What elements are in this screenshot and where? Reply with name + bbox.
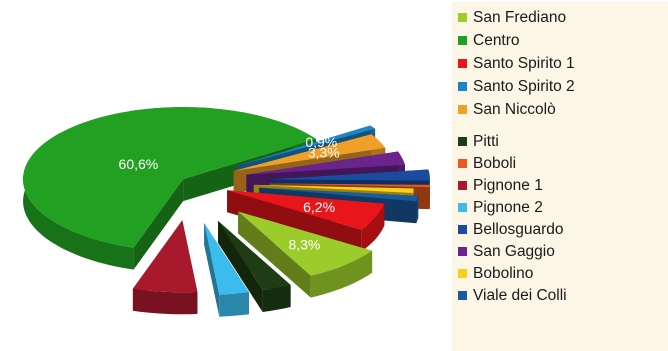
- pie-chart: 60,6% 0,9%3,3% 6,2% 8,3%: [23, 107, 430, 317]
- legend-item-santo-spirito-2: Santo Spirito 2: [458, 79, 575, 95]
- legend-label: Pignone 2: [473, 199, 543, 216]
- pie-slice-top-bobolino: [253, 184, 414, 193]
- legend-swatch: [458, 159, 467, 169]
- pie-slice-pignone-2: [204, 223, 249, 317]
- legend-swatch: [458, 269, 467, 279]
- legend-item-san-gaggio: San Gaggio: [458, 244, 555, 260]
- legend-label: Bobolino: [473, 265, 534, 282]
- pie-slice-pignone-1: [132, 220, 198, 315]
- pie-slice-top-boboli: [270, 183, 430, 188]
- legend-swatch: [458, 82, 467, 92]
- pie-slice-top-centro: [23, 107, 316, 248]
- legend-swatch: [458, 247, 467, 257]
- legend-label: Pitti: [473, 133, 499, 150]
- legend-label: Centro: [473, 32, 520, 49]
- pie-slice-top-pignone-2: [204, 223, 249, 295]
- pie-slice-top-pignone-1: [132, 220, 198, 293]
- legend-item-centro: Centro: [458, 33, 520, 49]
- data-label-san-niccolo: 3,3%: [308, 144, 340, 160]
- data-label-santo-spirito-2: 0,9%: [305, 134, 337, 150]
- legend-swatch: [458, 181, 467, 191]
- legend-item-boboli: Boboli: [458, 156, 516, 172]
- legend-label: Viale dei Colli: [473, 287, 567, 304]
- pie-slice-top-san-frediano: [238, 211, 373, 276]
- legend-item-pitti: Pitti: [458, 134, 499, 150]
- legend-item-bellosguardo: Bellosguardo: [458, 222, 563, 238]
- pie-slice-top-santo-spirito-1: [227, 190, 385, 230]
- legend-swatch: [458, 13, 467, 23]
- legend-swatch: [458, 291, 467, 301]
- legend-label: Pignone 1: [473, 177, 543, 194]
- legend-item-san-niccolo: San Niccolò: [458, 102, 556, 118]
- pie-slice-san-frediano: [238, 211, 373, 298]
- pie-slice-pitti: [218, 220, 291, 312]
- pie-slice-top-san-gaggio: [246, 151, 405, 175]
- legend-item-santo-spirito-1: Santo Spirito 1: [458, 56, 575, 72]
- data-label-centro: 60,6%: [119, 156, 159, 172]
- legend-item-pignone-2: Pignone 2: [458, 200, 543, 216]
- legend-swatch: [458, 137, 467, 147]
- pie-slice-santo-spirito-1: [227, 190, 385, 252]
- legend: San Frediano Centro Santo Spirito 1 Santo S…: [452, 2, 668, 351]
- legend-item-pignone-1: Pignone 1: [458, 178, 543, 194]
- legend-label: San Niccolò: [473, 101, 556, 118]
- legend-label: Santo Spirito 2: [473, 78, 575, 95]
- pie-slice-top-san-niccolo: [233, 134, 386, 171]
- legend-swatch: [458, 203, 467, 213]
- legend-swatch: [458, 225, 467, 235]
- pie-slice-top-bellosguardo: [269, 169, 430, 181]
- pie-slice-top-santo-spirito-2: [237, 125, 376, 166]
- legend-label: San Frediano: [473, 9, 567, 26]
- legend-swatch: [458, 105, 467, 115]
- legend-swatch: [458, 59, 467, 69]
- legend-item-san-frediano: San Frediano: [458, 10, 566, 26]
- legend-label: Bellosguardo: [473, 221, 564, 238]
- legend-label: San Gaggio: [473, 243, 555, 260]
- data-label-santo-spirito-1: 6,2%: [303, 199, 335, 215]
- pie-slice-top-pitti: [218, 220, 291, 290]
- legend-swatch: [458, 36, 467, 46]
- legend-label: Santo Spirito 1: [473, 55, 575, 72]
- legend-item-bobolino: Bobolino: [458, 266, 533, 282]
- legend-label: Boboli: [473, 155, 517, 172]
- pie-slice-top-viale-dei-colli: [259, 187, 419, 202]
- data-label-san-frediano: 8,3%: [288, 237, 320, 253]
- legend-item-viale-dei-colli: Viale dei Colli: [458, 288, 567, 304]
